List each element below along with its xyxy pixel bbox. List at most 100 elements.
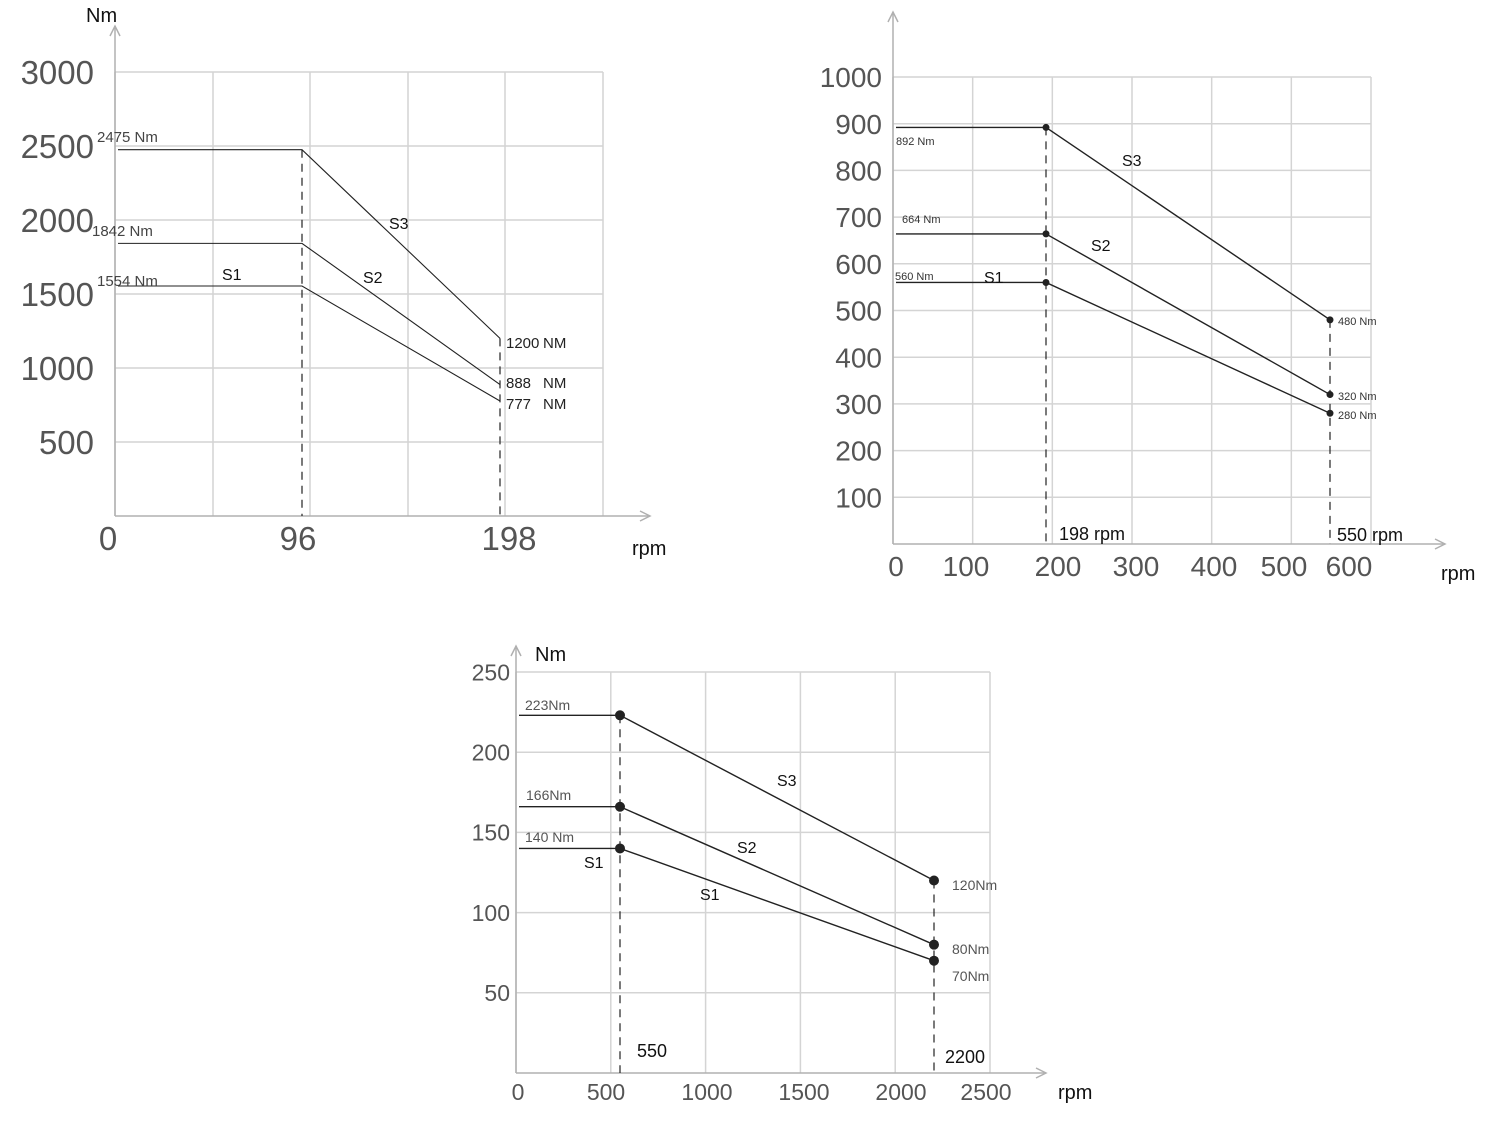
- data-point: [929, 939, 939, 950]
- value-label-left: 664 Nm: [902, 214, 941, 226]
- value-annotations: 223Nm 166Nm 140 Nm 120Nm 80Nm 70Nm 550 2200 S1: [525, 697, 997, 1067]
- y-tick-label: 200: [472, 739, 510, 765]
- x-axis-label: rpm: [1058, 1082, 1092, 1104]
- value-label-right: 777: [506, 396, 531, 413]
- value-label-right: NM: [543, 396, 566, 413]
- value-label-left: 223Nm: [525, 697, 570, 713]
- value-label-left: 560 Nm: [895, 271, 934, 283]
- series-label: S1: [222, 267, 242, 284]
- series-line: [896, 281, 1331, 414]
- y-tick-label: 700: [835, 202, 882, 233]
- corner-rpm-label: 550: [637, 1041, 667, 1061]
- x-tick-label: 96: [280, 520, 317, 557]
- series-label: S3: [1122, 153, 1142, 170]
- drop-lines: [301, 149, 501, 516]
- y-tick-label: 500: [835, 296, 882, 327]
- series-line: [896, 233, 1331, 396]
- y-tick-label: 250: [472, 659, 510, 685]
- gridlines: [114, 71, 604, 516]
- x-axis-arrow: [1035, 1067, 1048, 1079]
- data-point: [1326, 316, 1334, 324]
- series-s1: S1: [519, 843, 939, 966]
- series-s2: S2: [896, 230, 1334, 399]
- x-axis-label: rpm: [1441, 563, 1475, 585]
- series-s2: S2: [118, 242, 501, 386]
- data-point: [1042, 123, 1050, 131]
- series-line: [519, 714, 935, 882]
- value-label-right: 1200: [506, 335, 539, 352]
- end-rpm-label: 550 rpm: [1337, 525, 1403, 545]
- y-tick-label: 500: [39, 424, 94, 461]
- y-tick-label: 600: [835, 249, 882, 280]
- y-axis-label: Nm: [86, 5, 117, 27]
- value-label-right: 480 Nm: [1338, 316, 1377, 328]
- series-s3: S3: [118, 149, 501, 339]
- value-label-left: 2475 Nm: [97, 129, 158, 146]
- end-rpm-label: 2200: [945, 1047, 985, 1067]
- series-label: S3: [389, 216, 409, 233]
- y-tick-label: 1000: [820, 62, 882, 93]
- value-label-left: 1554 Nm: [97, 273, 158, 290]
- data-point: [929, 875, 939, 886]
- y-axis-label: Nm: [535, 644, 566, 666]
- x-tick-label: 400: [1191, 551, 1238, 582]
- series-label: S2: [363, 270, 383, 287]
- series-s1: S1: [896, 270, 1334, 417]
- data-point: [929, 955, 939, 966]
- series-label: S2: [1091, 238, 1111, 255]
- x-tick-label: 200: [1035, 551, 1082, 582]
- x-tick-label: 0: [99, 520, 117, 557]
- value-label-right: 320 Nm: [1338, 391, 1377, 403]
- data-point: [1326, 409, 1334, 417]
- series-s3: S3: [519, 710, 939, 886]
- y-tick-label: 3000: [21, 54, 94, 91]
- series-line: [118, 149, 501, 339]
- value-label-right: 888: [506, 375, 531, 392]
- y-axis-arrow: [109, 24, 121, 37]
- x-axis-arrow: [1434, 538, 1447, 550]
- y-tick-label: 1000: [21, 350, 94, 387]
- corner-rpm-label: 198 rpm: [1059, 524, 1125, 544]
- value-label-left: 1842 Nm: [92, 223, 153, 240]
- data-point: [1326, 391, 1334, 399]
- x-tick-label: 1000: [681, 1079, 732, 1105]
- x-tick-label: 2000: [875, 1079, 926, 1105]
- data-point: [615, 710, 625, 721]
- y-axis-arrow: [510, 644, 522, 657]
- x-axis-label: rpm: [632, 538, 666, 560]
- x-tick-label: 0: [512, 1079, 525, 1105]
- series-line: [896, 126, 1331, 321]
- x-tick-label: 100: [943, 551, 990, 582]
- y-tick-label: 2500: [21, 128, 94, 165]
- x-tick-label: 500: [1261, 551, 1308, 582]
- y-tick-label: 50: [484, 980, 510, 1006]
- gridlines: [892, 76, 1372, 544]
- y-tick-label: 1500: [21, 276, 94, 313]
- series-s3: S3: [896, 123, 1334, 324]
- data-point: [615, 801, 625, 812]
- value-label-left: 892 Nm: [896, 136, 935, 148]
- series-line: [519, 847, 935, 962]
- drop-lines: [619, 715, 935, 1073]
- series-line: [118, 285, 501, 402]
- y-tick-label: 300: [835, 389, 882, 420]
- y-tick-label: 400: [835, 342, 882, 373]
- x-tick-label: 500: [587, 1079, 625, 1105]
- x-tick-label: 0: [888, 551, 904, 582]
- y-axis-arrow: [887, 10, 899, 23]
- value-label-right: 80Nm: [952, 941, 989, 957]
- chart-1: rpm Nm 500 1000 1500 2000 2500 3000 0 96 198 S3 S2 S1…: [21, 5, 667, 560]
- data-point: [615, 843, 625, 854]
- x-tick-label: 2500: [960, 1079, 1011, 1105]
- x-tick-label: 198: [481, 520, 536, 557]
- axes: [510, 644, 1048, 1079]
- y-tick-label: 200: [835, 436, 882, 467]
- y-tick-label: 2000: [21, 202, 94, 239]
- extra-series-label: S1: [584, 855, 604, 872]
- value-label-right: 70Nm: [952, 968, 989, 984]
- data-point: [1042, 278, 1050, 286]
- x-tick-label: 300: [1113, 551, 1160, 582]
